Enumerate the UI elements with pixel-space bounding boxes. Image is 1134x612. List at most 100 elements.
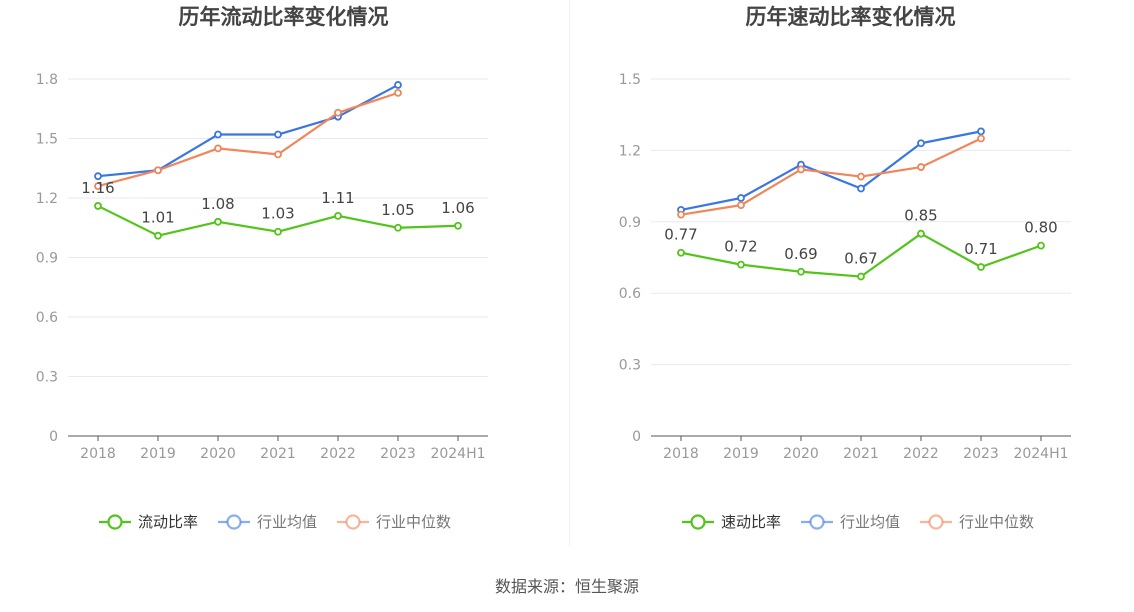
x-tick-label: 2024H1 (430, 446, 485, 462)
quick-ratio-chart: 历年速动比率变化情况 0 0.3 0.6 0.9 1.2 1.5 2018 2019 2020 2… (567, 0, 1134, 560)
data-point-avg (394, 81, 402, 89)
data-label: 0.72 (724, 238, 757, 256)
legend-item: 行业均值 (801, 513, 900, 531)
x-tick-label: 2022 (320, 446, 356, 462)
data-label: 0.67 (844, 250, 877, 268)
y-tick-label: 1.8 (36, 72, 58, 88)
data-point-median (677, 210, 685, 219)
y-tick-label: 0.3 (619, 358, 641, 374)
x-tick-label: 2023 (963, 446, 999, 462)
data-point-median (977, 134, 985, 143)
data-point-avg (94, 172, 102, 181)
data-point-avg (214, 130, 222, 139)
y-tick-label: 0 (632, 429, 641, 445)
y-tick-label: 1.2 (36, 191, 58, 207)
data-point-company (154, 231, 162, 240)
data-point-median (797, 165, 805, 174)
data-label: 0.80 (1024, 219, 1057, 237)
data-point-company (1037, 241, 1045, 250)
data-label: 1.11 (321, 189, 354, 207)
data-source: 数据来源：恒生聚源 (494, 577, 639, 596)
legend-marker (809, 514, 825, 530)
legend-label: 流动比率 (138, 513, 198, 531)
legend-label: 行业中位数 (959, 513, 1034, 531)
y-tick-label: 0.9 (619, 215, 641, 231)
data-point-company (334, 211, 342, 220)
x-tick-label: 2018 (663, 446, 699, 462)
legend-item: 行业均值 (218, 513, 317, 531)
x-tick-label: 2021 (260, 446, 296, 462)
data-label: 1.06 (441, 199, 474, 217)
x-tick-label: 2024H1 (1013, 446, 1068, 462)
data-label: 1.08 (201, 195, 234, 213)
y-tick-label: 0.6 (36, 310, 58, 326)
data-point-company (274, 227, 282, 236)
data-point-median (334, 108, 342, 117)
x-tick-label: 2018 (80, 446, 116, 462)
data-label: 1.01 (141, 209, 174, 227)
series-line-median (97, 91, 399, 188)
legend-label: 行业均值 (840, 513, 900, 531)
y-tick-label: 0.3 (36, 370, 58, 386)
data-point-median (394, 88, 402, 97)
data-point-company (797, 267, 805, 276)
data-point-company (857, 272, 865, 281)
data-point-median (737, 201, 745, 210)
current-ratio-plot: 0 0.3 0.6 0.9 1.2 1.5 1.8 2018 2019 2020 2021 2022 2… (36, 72, 488, 531)
data-point-median (94, 182, 102, 191)
legend-item: 流动比率 (99, 513, 198, 531)
legend-label: 行业均值 (257, 513, 317, 531)
x-tick-label: 2023 (380, 446, 416, 462)
legend-label: 行业中位数 (376, 513, 451, 531)
legend-item: 行业中位数 (337, 513, 451, 531)
y-tick-label: 0 (49, 429, 58, 445)
data-point-company (394, 223, 402, 232)
data-point-median (154, 166, 162, 175)
panel-divider (569, 0, 570, 545)
legend-marker (226, 514, 242, 530)
y-tick-label: 1.5 (619, 72, 641, 88)
legend-item: 速动比率 (682, 513, 781, 531)
x-tick-label: 2020 (200, 446, 236, 462)
legend-marker (345, 514, 361, 530)
data-label: 0.71 (964, 240, 997, 258)
y-tick-label: 0.9 (36, 251, 58, 267)
data-point-company (977, 263, 985, 271)
y-tick-label: 0.6 (619, 286, 641, 302)
data-point-avg (274, 130, 282, 139)
legend-marker (928, 514, 944, 530)
legend-marker (690, 514, 706, 530)
data-point-median (857, 172, 865, 181)
chart-title: 历年速动比率变化情况 (745, 5, 956, 29)
data-label: 1.03 (261, 205, 294, 223)
data-point-median (274, 150, 282, 159)
data-label: 1.16 (81, 179, 114, 197)
y-tick-label: 1.5 (36, 132, 58, 148)
data-label: 0.69 (784, 245, 817, 263)
data-label: 1.05 (381, 201, 414, 219)
x-tick-label: 2021 (843, 446, 879, 462)
legend-marker (107, 514, 123, 530)
y-tick-label: 1.2 (619, 143, 641, 159)
legend-label: 速动比率 (721, 513, 781, 531)
data-label: 0.77 (664, 226, 697, 244)
data-label: 0.85 (904, 207, 937, 225)
data-point-avg (857, 184, 865, 193)
data-point-median (214, 144, 222, 153)
legend-item: 行业中位数 (920, 513, 1034, 531)
data-point-company (454, 221, 462, 230)
series-line-median (680, 137, 982, 216)
data-point-company (917, 229, 925, 238)
quick-ratio-plot: 0 0.3 0.6 0.9 1.2 1.5 2018 2019 2020 2021 2022 2023… (619, 72, 1071, 531)
x-tick-label: 2019 (723, 446, 759, 462)
data-point-avg (737, 194, 745, 202)
series-line-avg (680, 130, 982, 211)
data-point-company (677, 248, 685, 257)
chart-title: 历年流动比率变化情况 (178, 5, 389, 29)
data-point-company (214, 217, 222, 226)
data-point-company (737, 260, 745, 269)
x-tick-label: 2022 (903, 446, 939, 462)
series-line-avg (97, 83, 399, 178)
current-ratio-chart: 历年流动比率变化情况 0 0.3 0.6 0.9 1.2 1.5 1.8 2018 2019 20… (0, 0, 567, 560)
data-point-median (917, 163, 925, 171)
